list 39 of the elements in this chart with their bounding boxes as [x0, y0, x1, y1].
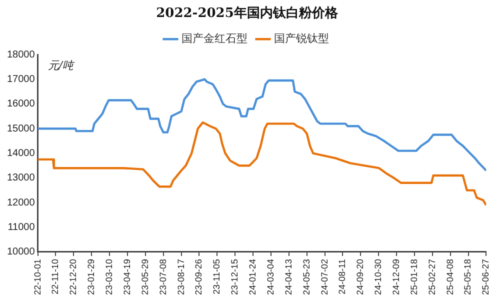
x-tick-label: 22-11-10: [50, 258, 60, 294]
y-tick-label: 17000: [6, 74, 36, 86]
y-tick-label: 12000: [6, 197, 36, 208]
x-tick-label: 23-05-29: [140, 258, 150, 296]
x-tick-label: 22-12-20: [68, 258, 78, 296]
x-tick-label: 24-04-13: [283, 258, 294, 296]
x-tick-label: 24-09-20: [355, 258, 366, 296]
x-tick-label: 23-09-26: [194, 258, 204, 296]
y-tick-label: 13000: [6, 172, 36, 184]
x-tick-label: 22-10-01: [32, 258, 42, 296]
x-tick-label: 25-04-08: [444, 258, 455, 296]
y-tick-label: 18000: [6, 49, 36, 60]
x-tick-label: 25-06-27: [480, 258, 491, 296]
x-tick-label: 23-12-15: [230, 258, 240, 296]
x-tick-label: 25-02-27: [426, 258, 437, 296]
x-tick-label: 24-03-04: [265, 258, 276, 296]
y-tick-label: 16000: [6, 98, 36, 110]
x-tick-label: 23-04-19: [122, 258, 132, 296]
x-tick-label: 24-12-09: [391, 258, 402, 296]
x-tick-label: 24-01-24: [248, 258, 258, 296]
y-tick-label: 11000: [8, 222, 36, 234]
x-tick-label: 23-07-08: [158, 258, 168, 296]
x-tick-label: 23-03-10: [104, 258, 114, 296]
y-axis-title: 元/吨: [48, 58, 76, 72]
chart-title: 2022-2025年国内钛白粉价格: [156, 6, 339, 22]
x-tick-label: 24-10-30: [373, 258, 384, 296]
legend-label: 国产锐钛型: [274, 32, 329, 45]
y-tick-label: 14000: [6, 148, 36, 160]
x-tick-label: 23-11-05: [212, 258, 222, 294]
x-tick-label: 25-01-18: [408, 258, 419, 296]
x-tick-label: 23-01-29: [86, 258, 96, 296]
legend-label: 国产金红石型: [182, 32, 248, 45]
y-tick-label: 10000: [6, 246, 36, 258]
x-tick-label: 24-07-02: [319, 258, 330, 296]
x-tick-label: 24-08-11: [337, 258, 348, 294]
x-tick-label: 23-08-17: [176, 258, 186, 296]
x-tick-label: 25-05-18: [462, 258, 473, 296]
x-tick-label: 24-05-23: [301, 258, 312, 296]
y-tick-label: 15000: [6, 123, 36, 134]
